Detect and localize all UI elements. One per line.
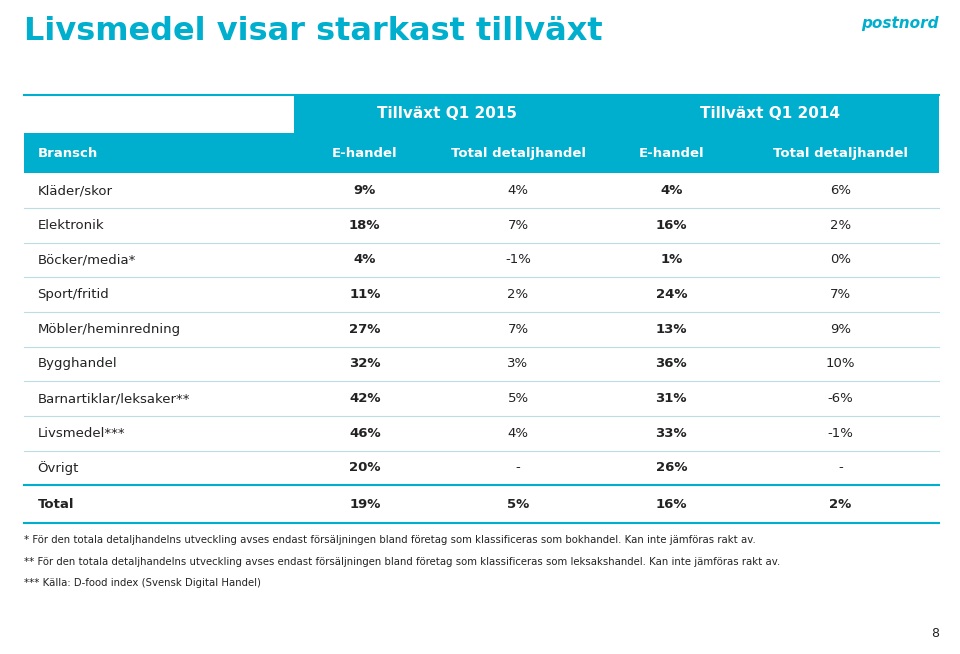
Bar [24, 381, 939, 416]
Text: Total: Total [37, 498, 74, 511]
Text: 36%: 36% [656, 358, 687, 370]
Text: 5%: 5% [507, 498, 529, 511]
Text: 1%: 1% [660, 254, 683, 266]
Text: postnord: postnord [861, 16, 939, 31]
Text: 7%: 7% [508, 323, 529, 336]
Text: Sport/fritid: Sport/fritid [37, 288, 109, 301]
Text: Bransch: Bransch [37, 146, 98, 160]
Text: 4%: 4% [508, 184, 529, 197]
Bar [24, 95, 294, 133]
Bar [24, 485, 939, 523]
Text: -1%: -1% [828, 427, 853, 439]
Text: E-handel: E-handel [332, 146, 397, 160]
Text: 2%: 2% [508, 288, 529, 301]
Text: 7%: 7% [830, 288, 852, 301]
Text: Livsmedel***: Livsmedel*** [37, 427, 125, 439]
Text: Tillväxt Q1 2014: Tillväxt Q1 2014 [700, 107, 840, 121]
Bar [24, 312, 939, 347]
Bar [24, 173, 939, 208]
Text: -1%: -1% [505, 254, 531, 266]
Text: 0%: 0% [830, 254, 851, 266]
Text: Bygghandel: Bygghandel [37, 358, 117, 370]
Text: Möbler/heminredning: Möbler/heminredning [37, 323, 180, 336]
Text: 4%: 4% [353, 254, 376, 266]
Text: Livsmedel visar starkast tillväxt: Livsmedel visar starkast tillväxt [24, 16, 603, 47]
Text: 31%: 31% [656, 392, 687, 405]
Text: *** Källa: D-food index (Svensk Digital Handel): *** Källa: D-food index (Svensk Digital … [24, 578, 261, 588]
Text: 10%: 10% [826, 358, 855, 370]
Text: 18%: 18% [349, 219, 380, 232]
Text: 5%: 5% [508, 392, 529, 405]
Text: 19%: 19% [349, 498, 380, 511]
Text: 33%: 33% [656, 427, 687, 439]
Text: Total detaljhandel: Total detaljhandel [450, 146, 586, 160]
Text: 4%: 4% [660, 184, 683, 197]
Text: 8: 8 [931, 627, 939, 640]
Text: Elektronik: Elektronik [37, 219, 104, 232]
Text: -: - [838, 462, 843, 474]
Bar [24, 451, 939, 485]
Bar [294, 95, 939, 133]
Text: 27%: 27% [349, 323, 380, 336]
Text: 13%: 13% [656, 323, 687, 336]
Text: Kläder/skor: Kläder/skor [37, 184, 112, 197]
Bar [24, 416, 939, 451]
Text: E-handel: E-handel [638, 146, 704, 160]
Text: 11%: 11% [349, 288, 380, 301]
Text: 26%: 26% [656, 462, 687, 474]
Text: Total detaljhandel: Total detaljhandel [773, 146, 908, 160]
Text: -6%: -6% [828, 392, 853, 405]
Bar [24, 133, 939, 173]
Bar [24, 208, 939, 243]
Bar [24, 347, 939, 381]
Text: 16%: 16% [656, 498, 687, 511]
Text: 32%: 32% [349, 358, 380, 370]
Text: 42%: 42% [349, 392, 380, 405]
Text: 7%: 7% [508, 219, 529, 232]
Text: 6%: 6% [830, 184, 851, 197]
Text: 46%: 46% [349, 427, 380, 439]
Text: 24%: 24% [656, 288, 687, 301]
Text: ** För den totala detaljhandelns utveckling avses endast försäljningen bland för: ** För den totala detaljhandelns utveckl… [24, 557, 780, 566]
Text: -: - [516, 462, 520, 474]
Text: 2%: 2% [829, 498, 852, 511]
Bar [24, 243, 939, 277]
Bar [24, 277, 939, 312]
Text: 9%: 9% [830, 323, 851, 336]
Text: Böcker/media*: Böcker/media* [37, 254, 135, 266]
Text: 4%: 4% [508, 427, 529, 439]
Text: 16%: 16% [656, 219, 687, 232]
Text: * För den totala detaljhandelns utveckling avses endast försäljningen bland före: * För den totala detaljhandelns utveckli… [24, 535, 756, 545]
Text: 9%: 9% [353, 184, 376, 197]
Text: 20%: 20% [349, 462, 380, 474]
Text: 3%: 3% [508, 358, 529, 370]
Text: Tillväxt Q1 2015: Tillväxt Q1 2015 [377, 107, 517, 121]
Text: Övrigt: Övrigt [37, 461, 79, 475]
Text: Barnartiklar/leksaker**: Barnartiklar/leksaker** [37, 392, 190, 405]
Text: 2%: 2% [830, 219, 852, 232]
